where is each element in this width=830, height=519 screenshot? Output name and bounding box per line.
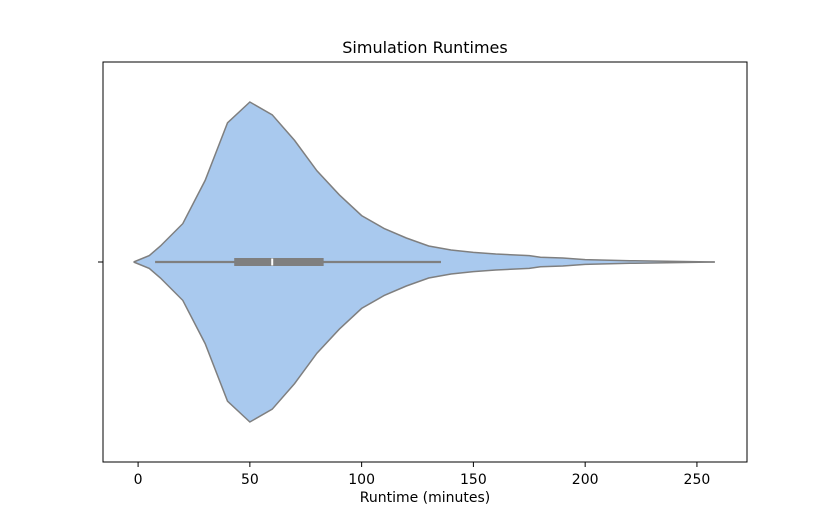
chart-title: Simulation Runtimes [342,38,507,57]
box [234,258,324,266]
violin-upper [133,101,715,263]
x-tick-label: 150 [460,472,487,488]
plot-area [133,101,715,423]
axes-frame [102,61,748,463]
x-axis-label: Runtime (minutes) [360,490,491,506]
x-tick-label: 250 [684,472,711,488]
violin-lower [133,261,715,423]
x-tick-label: 100 [348,472,375,488]
x-tick-label: 0 [134,472,143,488]
x-tick-label: 200 [572,472,599,488]
x-tick-label: 50 [241,472,259,488]
